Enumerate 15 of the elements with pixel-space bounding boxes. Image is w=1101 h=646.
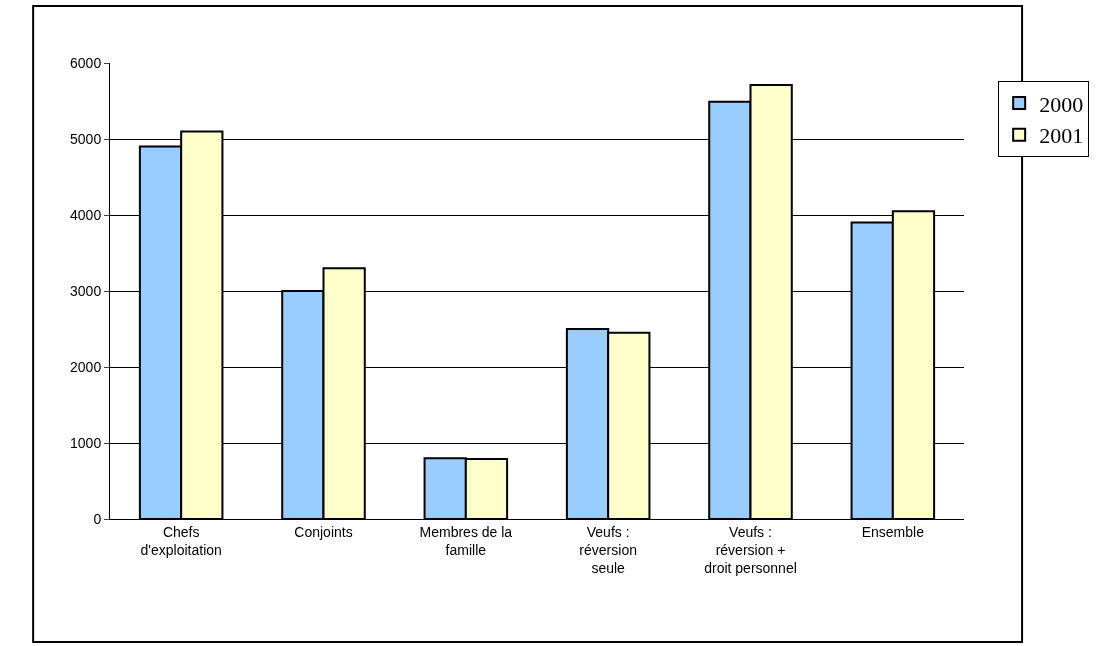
y-tick-label: 5000 (70, 130, 102, 147)
x-tick-label: Veufs : réversion + droit personnel (704, 523, 797, 577)
y-tick-label: 6000 (70, 54, 102, 71)
y-tick-label: 3000 (70, 282, 102, 299)
x-tick-label: Veufs : réversion seule (579, 523, 637, 577)
y-tick-label: 2000 (70, 358, 102, 375)
x-tick-label: Chefs d'exploitation (140, 523, 222, 558)
legend-label: 2000 (1039, 91, 1084, 117)
y-tick-label: 0 (93, 510, 102, 527)
x-tick-label: Conjoints (294, 523, 353, 540)
x-tick-label: Ensemble (861, 523, 925, 540)
x-tick-label: Membres de la famille (419, 523, 513, 558)
y-tick-label: 4000 (70, 206, 102, 223)
legend-label: 2001 (1039, 123, 1084, 149)
y-tick-label: 1000 (70, 434, 102, 451)
